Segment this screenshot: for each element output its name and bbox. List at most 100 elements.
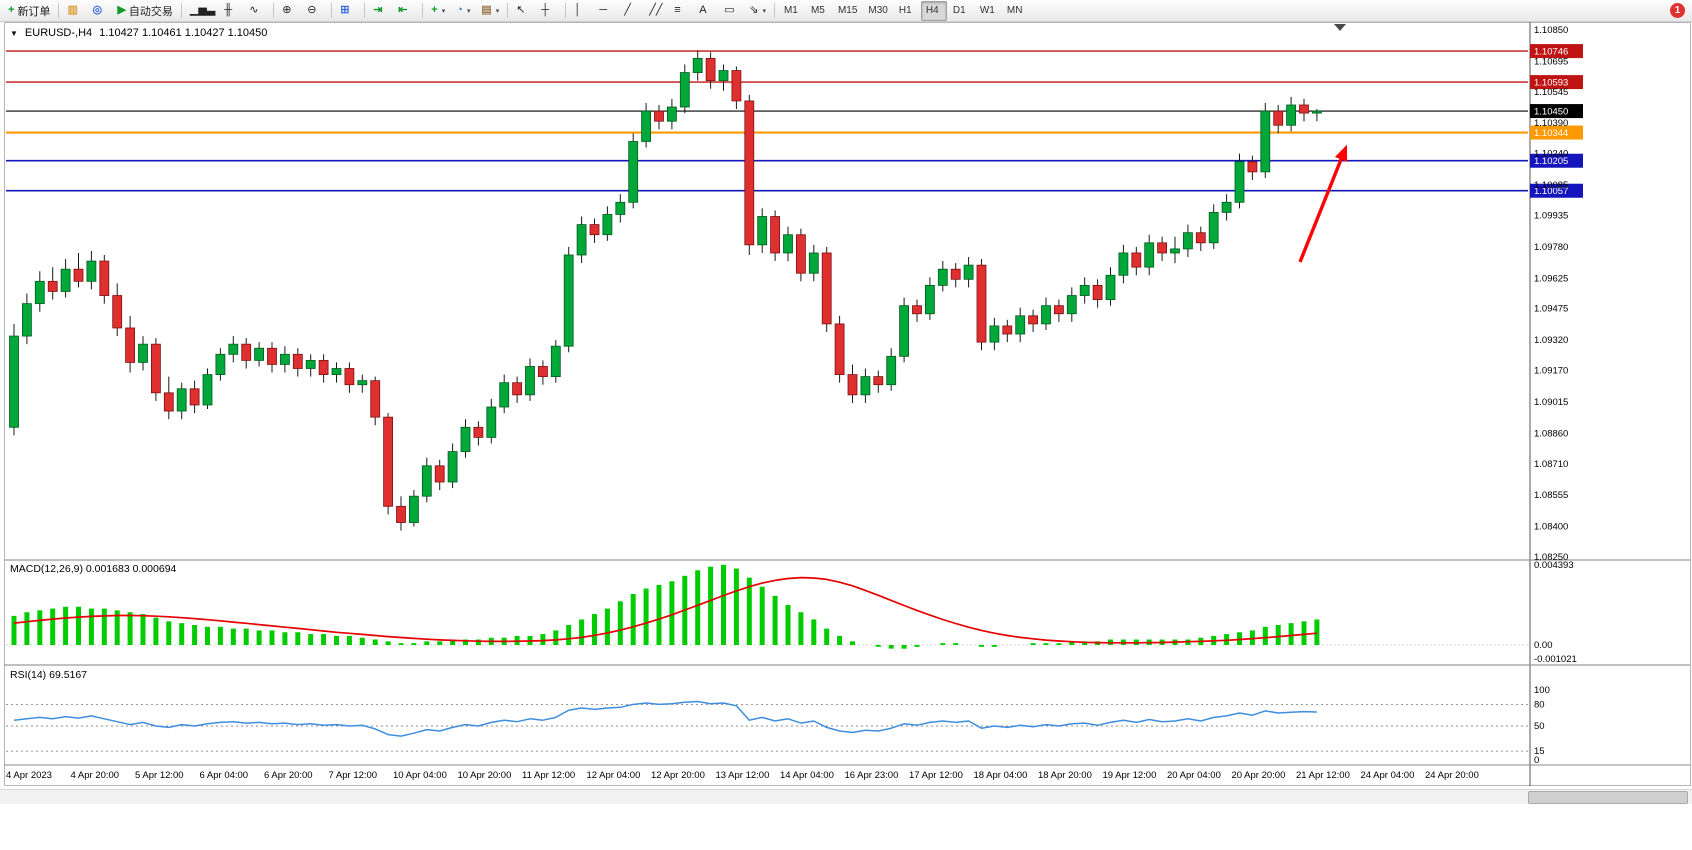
indicators-button[interactable]: + ▾ <box>427 1 451 21</box>
toolbar-separator <box>364 3 366 18</box>
candle-body <box>1118 252 1129 276</box>
macd-histogram-bar <box>669 581 675 645</box>
notification-badge[interactable]: 1 <box>1670 3 1685 18</box>
line-chart-icon[interactable]: ∿ <box>245 1 269 21</box>
price-axis-label: 1.10390 <box>1534 118 1568 129</box>
timeframe-m1-button[interactable]: M1 <box>783 5 798 16</box>
price-axis-label: 1.09935 <box>1534 210 1568 221</box>
text-button[interactable]: A <box>695 1 719 21</box>
new-chart-icon[interactable]: ▥ <box>63 1 87 21</box>
macd-histogram-bar <box>604 608 610 645</box>
macd-axis-label: 0.00 <box>1534 640 1553 651</box>
scrollbar-thumb[interactable] <box>1528 791 1688 804</box>
zoom-out-icon[interactable]: ⊖ <box>303 1 327 21</box>
timeframe-d1-button[interactable]: D1 <box>952 5 966 16</box>
templates-button[interactable]: ▤ ▾ <box>477 1 503 21</box>
timeframe-h1-button[interactable]: H1 <box>898 5 912 16</box>
timeframe-w1-button[interactable]: W1 <box>979 5 995 16</box>
time-axis-label: 16 Apr 23:00 <box>845 770 899 781</box>
new-order-icon: + <box>8 4 15 16</box>
candle-body <box>189 388 200 406</box>
macd-histogram-bar <box>850 641 855 645</box>
timeframe-h4-button[interactable]: H4 <box>920 0 947 21</box>
price-axis-label: 1.08250 <box>1534 552 1568 563</box>
candle-body <box>47 280 58 292</box>
horizontal-line-button[interactable]: ─ <box>595 1 619 21</box>
price-badge-text: 1.10205 <box>1534 156 1568 167</box>
tile-windows-icon[interactable]: ⊞ <box>336 1 360 21</box>
macd-histogram-bar <box>1275 624 1281 645</box>
candle-body <box>628 141 639 203</box>
candle-body <box>344 368 355 386</box>
chart-shift-icon[interactable]: ⇤ <box>394 1 418 21</box>
zoom-in-icon[interactable]: ⊕ <box>278 1 302 21</box>
price-axis-label: 1.08860 <box>1534 428 1568 439</box>
rsi-name: RSI(14) <box>10 669 47 681</box>
macd-histogram-bar <box>282 632 288 645</box>
fibonacci-icon: ≡ <box>674 4 681 16</box>
price-badge-text: 1.10593 <box>1534 78 1568 89</box>
candlestick-chart-icon[interactable]: ╫ <box>220 1 244 21</box>
timeframe-m5-button[interactable]: M5 <box>810 5 825 16</box>
vertical-line-button[interactable]: │ <box>570 1 594 21</box>
time-axis-label: 4 Apr 20:00 <box>71 770 120 781</box>
toolbar-separator <box>180 3 182 18</box>
arrows-button[interactable]: ⇘ ▾ <box>745 1 770 21</box>
label-icon: ▭ <box>724 4 735 16</box>
autotrading-button[interactable]: ▶ 自动交易 <box>113 1 176 21</box>
price-badge-1.10746 <box>1530 44 1583 59</box>
toolbar-separator <box>422 3 424 18</box>
candle-body <box>783 234 793 254</box>
candle-body <box>447 451 458 483</box>
periods-button[interactable]: ◔ ▾ <box>452 1 476 21</box>
candle-body <box>1286 104 1296 126</box>
time-axis-label: 21 Apr 12:00 <box>1296 770 1350 781</box>
time-axis-label: 18 Apr 04:00 <box>974 770 1028 781</box>
trend-arrow[interactable] <box>1298 144 1348 263</box>
timeframe-mn-button[interactable]: MN <box>1006 5 1023 16</box>
chart-shift-marker-icon[interactable] <box>1334 24 1346 31</box>
candle-body <box>499 382 510 408</box>
profiles-icon[interactable]: ◎ <box>88 1 112 21</box>
macd-histogram-bar <box>217 626 223 645</box>
candle-body <box>1066 295 1077 315</box>
candle-body <box>357 380 368 386</box>
macd-histogram-bar <box>721 564 726 645</box>
horizontal-scrollbar[interactable] <box>0 789 1692 804</box>
candle-body <box>408 495 419 523</box>
time-axis-label: 6 Apr 20:00 <box>264 770 313 781</box>
candle-body <box>1157 242 1167 254</box>
timeframe-m15-button[interactable]: M15 <box>837 5 858 16</box>
candle-body <box>241 343 252 361</box>
crosshair-button[interactable]: ┼ <box>537 1 561 21</box>
trend-arrow-head <box>1334 144 1348 162</box>
candle-body <box>899 305 909 357</box>
fibonacci-button[interactable]: ≡ <box>670 1 694 21</box>
label-button[interactable]: ▭ <box>720 1 744 21</box>
new-order-button[interactable]: + 新订单 <box>4 1 54 21</box>
price-axis-label: 1.08555 <box>1534 490 1568 501</box>
candle-body <box>383 416 394 507</box>
one-click-trading-toggle[interactable]: ▼ <box>10 28 18 38</box>
macd-histogram-bar <box>24 612 30 645</box>
channel-icon: ╱╱ <box>649 4 663 16</box>
autotrading-icon: ▶ <box>117 4 126 16</box>
candle-body <box>1247 161 1258 173</box>
cursor-button[interactable]: ↖ <box>512 1 536 21</box>
trendline-button[interactable]: ╱ <box>620 1 644 21</box>
periods-icon: ◔ <box>456 4 463 16</box>
timeframe-m30-button[interactable]: M30 <box>868 5 888 16</box>
bar-chart-icon[interactable]: ▁▅▃ <box>186 1 219 21</box>
candle-body <box>1028 315 1038 325</box>
price-badge-text: 1.10344 <box>1534 128 1568 139</box>
candle-body <box>202 374 213 406</box>
candle-body <box>434 465 445 483</box>
macd-histogram-bar <box>63 606 69 645</box>
candle-body <box>73 268 84 282</box>
candle-body <box>821 252 832 325</box>
time-axis-label: 19 Apr 12:00 <box>1103 770 1157 781</box>
channel-button[interactable]: ╱╱ <box>645 1 669 21</box>
macd-histogram-bar <box>540 634 546 645</box>
auto-scroll-icon[interactable]: ⇥ <box>369 1 393 21</box>
